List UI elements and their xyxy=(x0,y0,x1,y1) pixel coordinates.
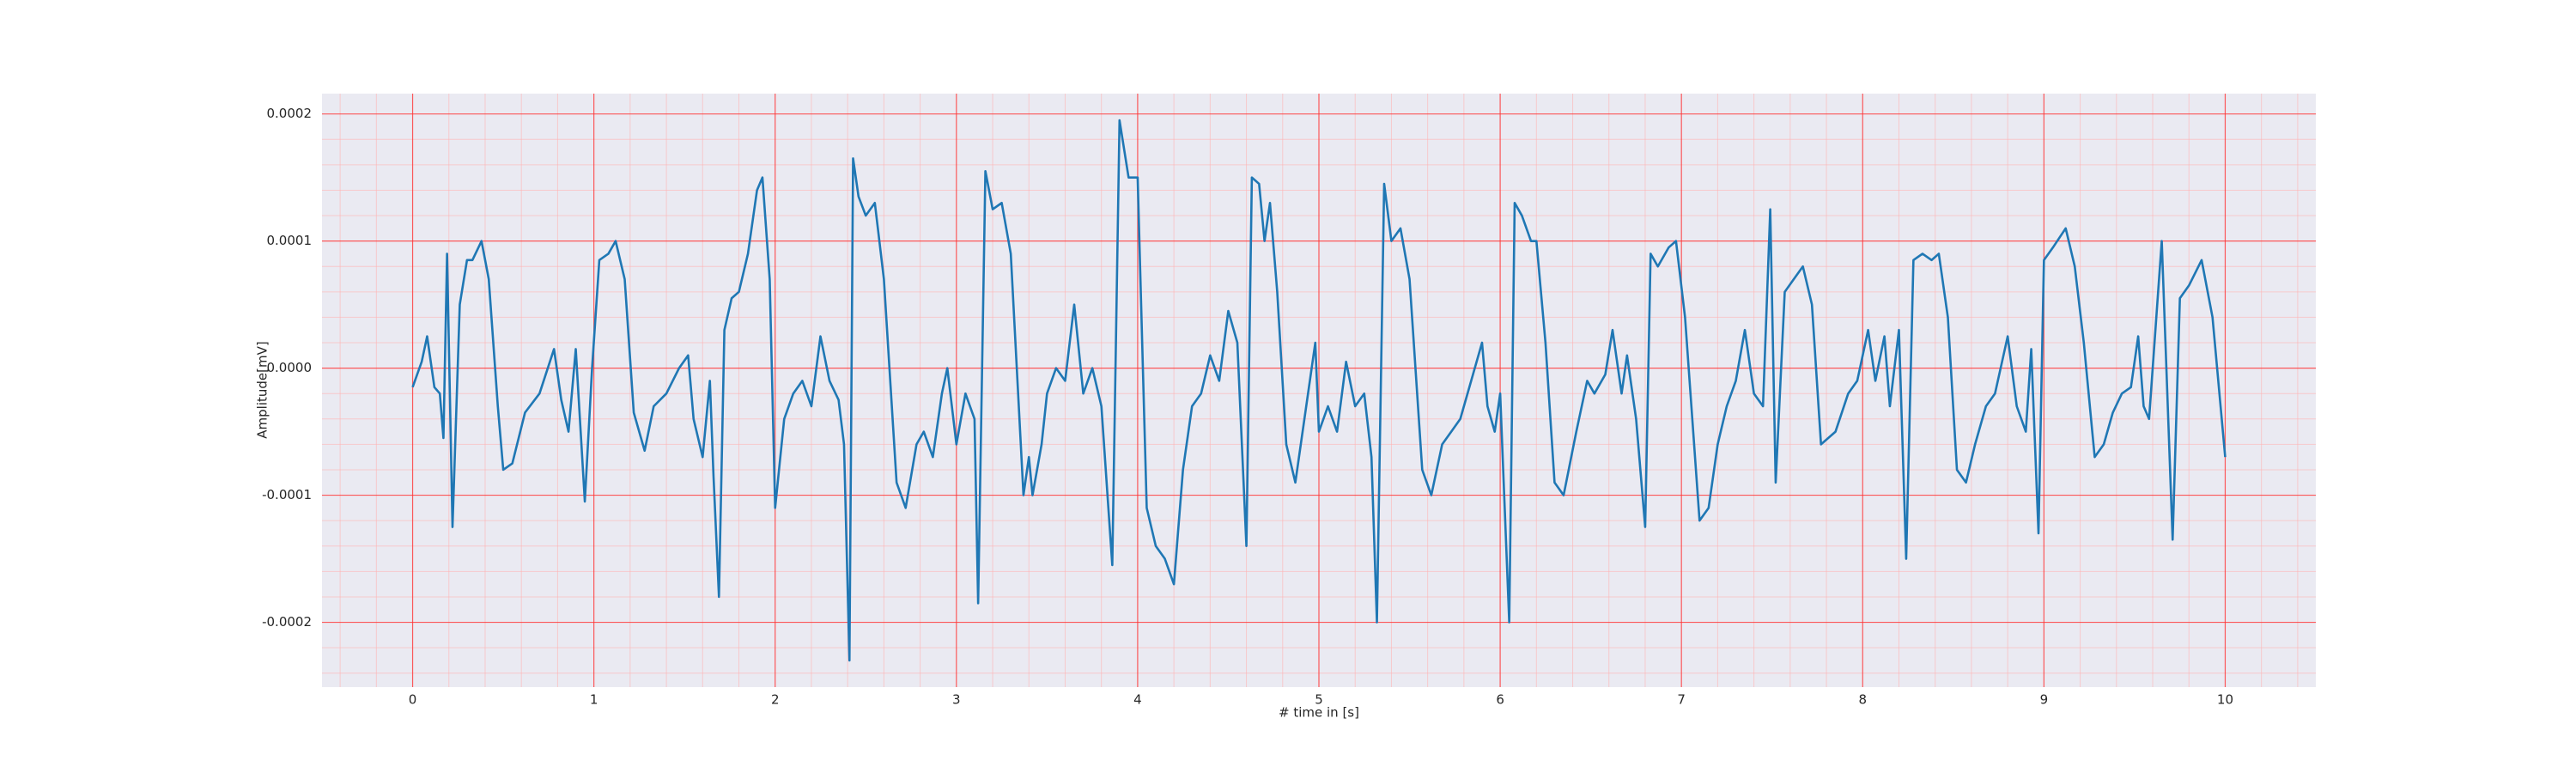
y-tick-label: -0.0002 xyxy=(262,614,312,630)
x-tick-label: 7 xyxy=(1677,692,1686,708)
x-tick-label: 5 xyxy=(1315,692,1323,708)
x-tick-label: 0 xyxy=(409,692,417,708)
x-tick-label: 10 xyxy=(2217,692,2233,708)
x-tick-label: 2 xyxy=(771,692,780,708)
x-tick-label: 1 xyxy=(590,692,598,708)
x-axis-label: # time in [s] xyxy=(1279,705,1359,721)
x-tick-label: 9 xyxy=(2040,692,2049,708)
x-tick-label: 6 xyxy=(1496,692,1504,708)
signal-line xyxy=(411,119,2227,662)
x-tick-label: 4 xyxy=(1133,692,1142,708)
y-tick-label: 0.0000 xyxy=(267,360,313,375)
y-tick-label: 0.0002 xyxy=(267,106,313,121)
y-tick-label: -0.0001 xyxy=(262,487,312,502)
y-axis-label: Amplitude[mV] xyxy=(255,341,270,438)
x-tick-label: 3 xyxy=(952,692,961,708)
x-tick-label: 8 xyxy=(1858,692,1867,708)
y-tick-label: 0.0001 xyxy=(267,233,313,248)
